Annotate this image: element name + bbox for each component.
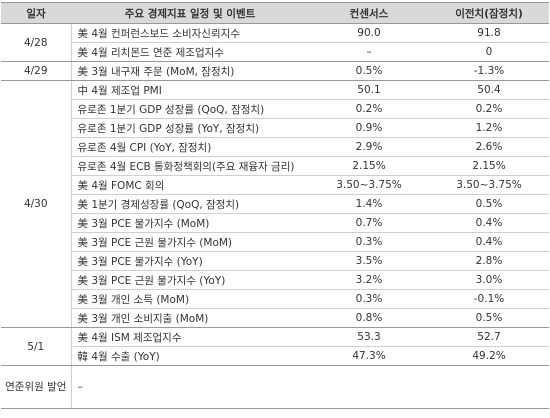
schedule-table: 일자 주요 경제지표 일정 및 이벤트 컨센서스 이전치(잠정치) 4/28 美 4월 … (1, 2, 549, 409)
table-row: 韓 4월 수출 (YoY) 47.3% 49.2% (1, 346, 549, 366)
consensus-cell: 50.1 (309, 80, 429, 100)
previous-cell: 0 (429, 42, 549, 62)
previous-cell: 3.0% (429, 270, 549, 290)
table-row: 유로존 1분기 GDP 성장률 (QoQ, 잠정치) 0.2% 0.2% (1, 99, 549, 119)
table-row: 4/29 美 3월 내구재 주문 (MoM, 잠정치) 0.5% -1.3% (1, 61, 549, 81)
consensus-cell: – (309, 42, 429, 62)
consensus-cell: 0.3% (309, 289, 429, 309)
event-cell: 유로존 4월 CPI (YoY, 잠정치) (70, 137, 309, 157)
event-cell: – (70, 365, 309, 409)
event-cell: 美 3월 PCE 물가지수 (MoM) (70, 213, 309, 233)
previous-cell: 50.4 (429, 80, 549, 100)
event-cell: 美 3월 내구재 주문 (MoM, 잠정치) (70, 61, 309, 81)
event-cell: 美 4월 ISM 제조업지수 (70, 327, 309, 347)
previous-cell: 91.8 (429, 23, 549, 43)
previous-cell: 0.4% (429, 232, 549, 252)
consensus-cell (309, 365, 429, 409)
header-cell: 주요 경제지표 일정 및 이벤트 (71, 2, 309, 24)
event-cell: 美 3월 개인 소비지출 (MoM) (70, 308, 309, 328)
event-cell: 유로존 1분기 GDP 성장률 (QoQ, 잠정치) (70, 99, 309, 119)
previous-cell: -1.3% (429, 61, 549, 81)
date-cell: 5/1 (1, 327, 71, 366)
consensus-cell: 2.15% (309, 156, 429, 176)
consensus-cell: 0.9% (309, 118, 429, 138)
table-row: 유로존 1분기 GDP 성장률 (YoY, 잠정치) 0.9% 1.2% (1, 118, 549, 138)
event-cell: 美 3월 PCE 물가지수 (YoY) (70, 251, 309, 271)
event-cell: 中 4월 제조업 PMI (70, 80, 309, 100)
event-cell: 美 1분기 경제성장률 (QoQ, 잠정치) (70, 194, 309, 214)
consensus-cell: 0.7% (309, 213, 429, 233)
table-row: 美 1분기 경제성장률 (QoQ, 잠정치) 1.4% 0.5% (1, 194, 549, 214)
previous-cell: 3.50~3.75% (429, 175, 549, 195)
event-cell: 美 4월 리치몬드 연준 제조업지수 (70, 42, 309, 62)
table-row: 美 4월 리치몬드 연준 제조업지수 –0 (1, 42, 549, 62)
event-cell: 美 3월 PCE 근원 물가지수 (MoM) (70, 232, 309, 252)
consensus-cell: 3.2% (309, 270, 429, 290)
consensus-cell: 3.50~3.75% (309, 175, 429, 195)
previous-cell: 2.15% (429, 156, 549, 176)
date-cell: 4/29 (1, 61, 71, 81)
previous-cell: 0.5% (429, 308, 549, 328)
event-cell: 美 4월 FOMC 회의 (70, 175, 309, 195)
consensus-cell: 0.5% (309, 61, 429, 81)
event-cell: 유로존 1분기 GDP 성장률 (YoY, 잠정치) (70, 118, 309, 138)
consensus-cell: 53.3 (309, 327, 429, 347)
table-row: 4/30 中 4월 제조업 PMI 50.1 50.4 (1, 80, 549, 328)
previous-cell: 0.4% (429, 213, 549, 233)
date-cell: 연준위원 발언 (1, 365, 71, 409)
previous-cell: -0.1% (429, 289, 549, 309)
event-cell: 美 4월 컨퍼런스보드 소비자신뢰지수 (70, 23, 309, 43)
previous-cell: 2.6% (429, 137, 549, 157)
consensus-cell: 1.4% (309, 194, 429, 214)
table-row: 5/1 美 4월 ISM 제조업지수 53.3 52.7 (1, 327, 549, 366)
table-row: 유로존 4월 CPI (YoY, 잠정치) 2.9% 2.6% (1, 137, 549, 157)
previous-cell: 0.5% (429, 194, 549, 214)
consensus-cell: 3.5% (309, 251, 429, 271)
table-row: 美 4월 FOMC 회의 3.50~3.75% 3.50~3.75% (1, 175, 549, 195)
consensus-cell: 90.0 (309, 23, 429, 43)
previous-cell (429, 365, 549, 409)
date-cell: 4/30 (1, 80, 71, 328)
table-row: 유로존 4월 ECB 통화정책회의(주요 재융자 금리) 2.15% 2.15% (1, 156, 549, 176)
event-cell: 韓 4월 수출 (YoY) (70, 346, 309, 366)
table-row: 美 3월 개인 소득 (MoM) 0.3% -0.1% (1, 289, 549, 309)
consensus-cell: 0.3% (309, 232, 429, 252)
table-row: 연준위원 발언 – (1, 365, 549, 409)
table-body: 4/28 美 4월 컨퍼런스보드 소비자신뢰지수 90.0 91.8 美 4월 리치몬드… (1, 23, 549, 409)
date-cell: 4/28 (1, 23, 71, 62)
header-cell: 일자 (1, 2, 71, 24)
event-cell: 美 3월 PCE 근원 물가지수 (YoY) (70, 270, 309, 290)
event-cell: 유로존 4월 ECB 통화정책회의(주요 재융자 금리) (70, 156, 309, 176)
event-cell: 美 3월 개인 소득 (MoM) (70, 289, 309, 309)
consensus-cell: 0.2% (309, 99, 429, 119)
previous-cell: 52.7 (429, 327, 549, 347)
table-row: 美 3월 PCE 물가지수 (MoM) 0.7% 0.4% (1, 213, 549, 233)
previous-cell: 0.2% (429, 99, 549, 119)
table-row: 美 3월 PCE 근원 물가지수 (MoM) 0.3% 0.4% (1, 232, 549, 252)
header-cell: 이전치(잠정치) (429, 2, 549, 24)
table-row: 美 3월 PCE 근원 물가지수 (YoY) 3.2% 3.0% (1, 270, 549, 290)
table-row: 美 3월 PCE 물가지수 (YoY) 3.5% 2.8% (1, 251, 549, 271)
consensus-cell: 47.3% (309, 346, 429, 366)
consensus-cell: 2.9% (309, 137, 429, 157)
previous-cell: 1.2% (429, 118, 549, 138)
table-row: 美 3월 개인 소비지출 (MoM) 0.8% 0.5% (1, 308, 549, 328)
consensus-cell: 0.8% (309, 308, 429, 328)
previous-cell: 49.2% (429, 346, 549, 366)
header-row: 일자 주요 경제지표 일정 및 이벤트 컨센서스 이전치(잠정치) (1, 2, 549, 24)
header-cell: 컨센서스 (309, 2, 429, 24)
table-row: 4/28 美 4월 컨퍼런스보드 소비자신뢰지수 90.0 91.8 (1, 23, 549, 62)
previous-cell: 2.8% (429, 251, 549, 271)
